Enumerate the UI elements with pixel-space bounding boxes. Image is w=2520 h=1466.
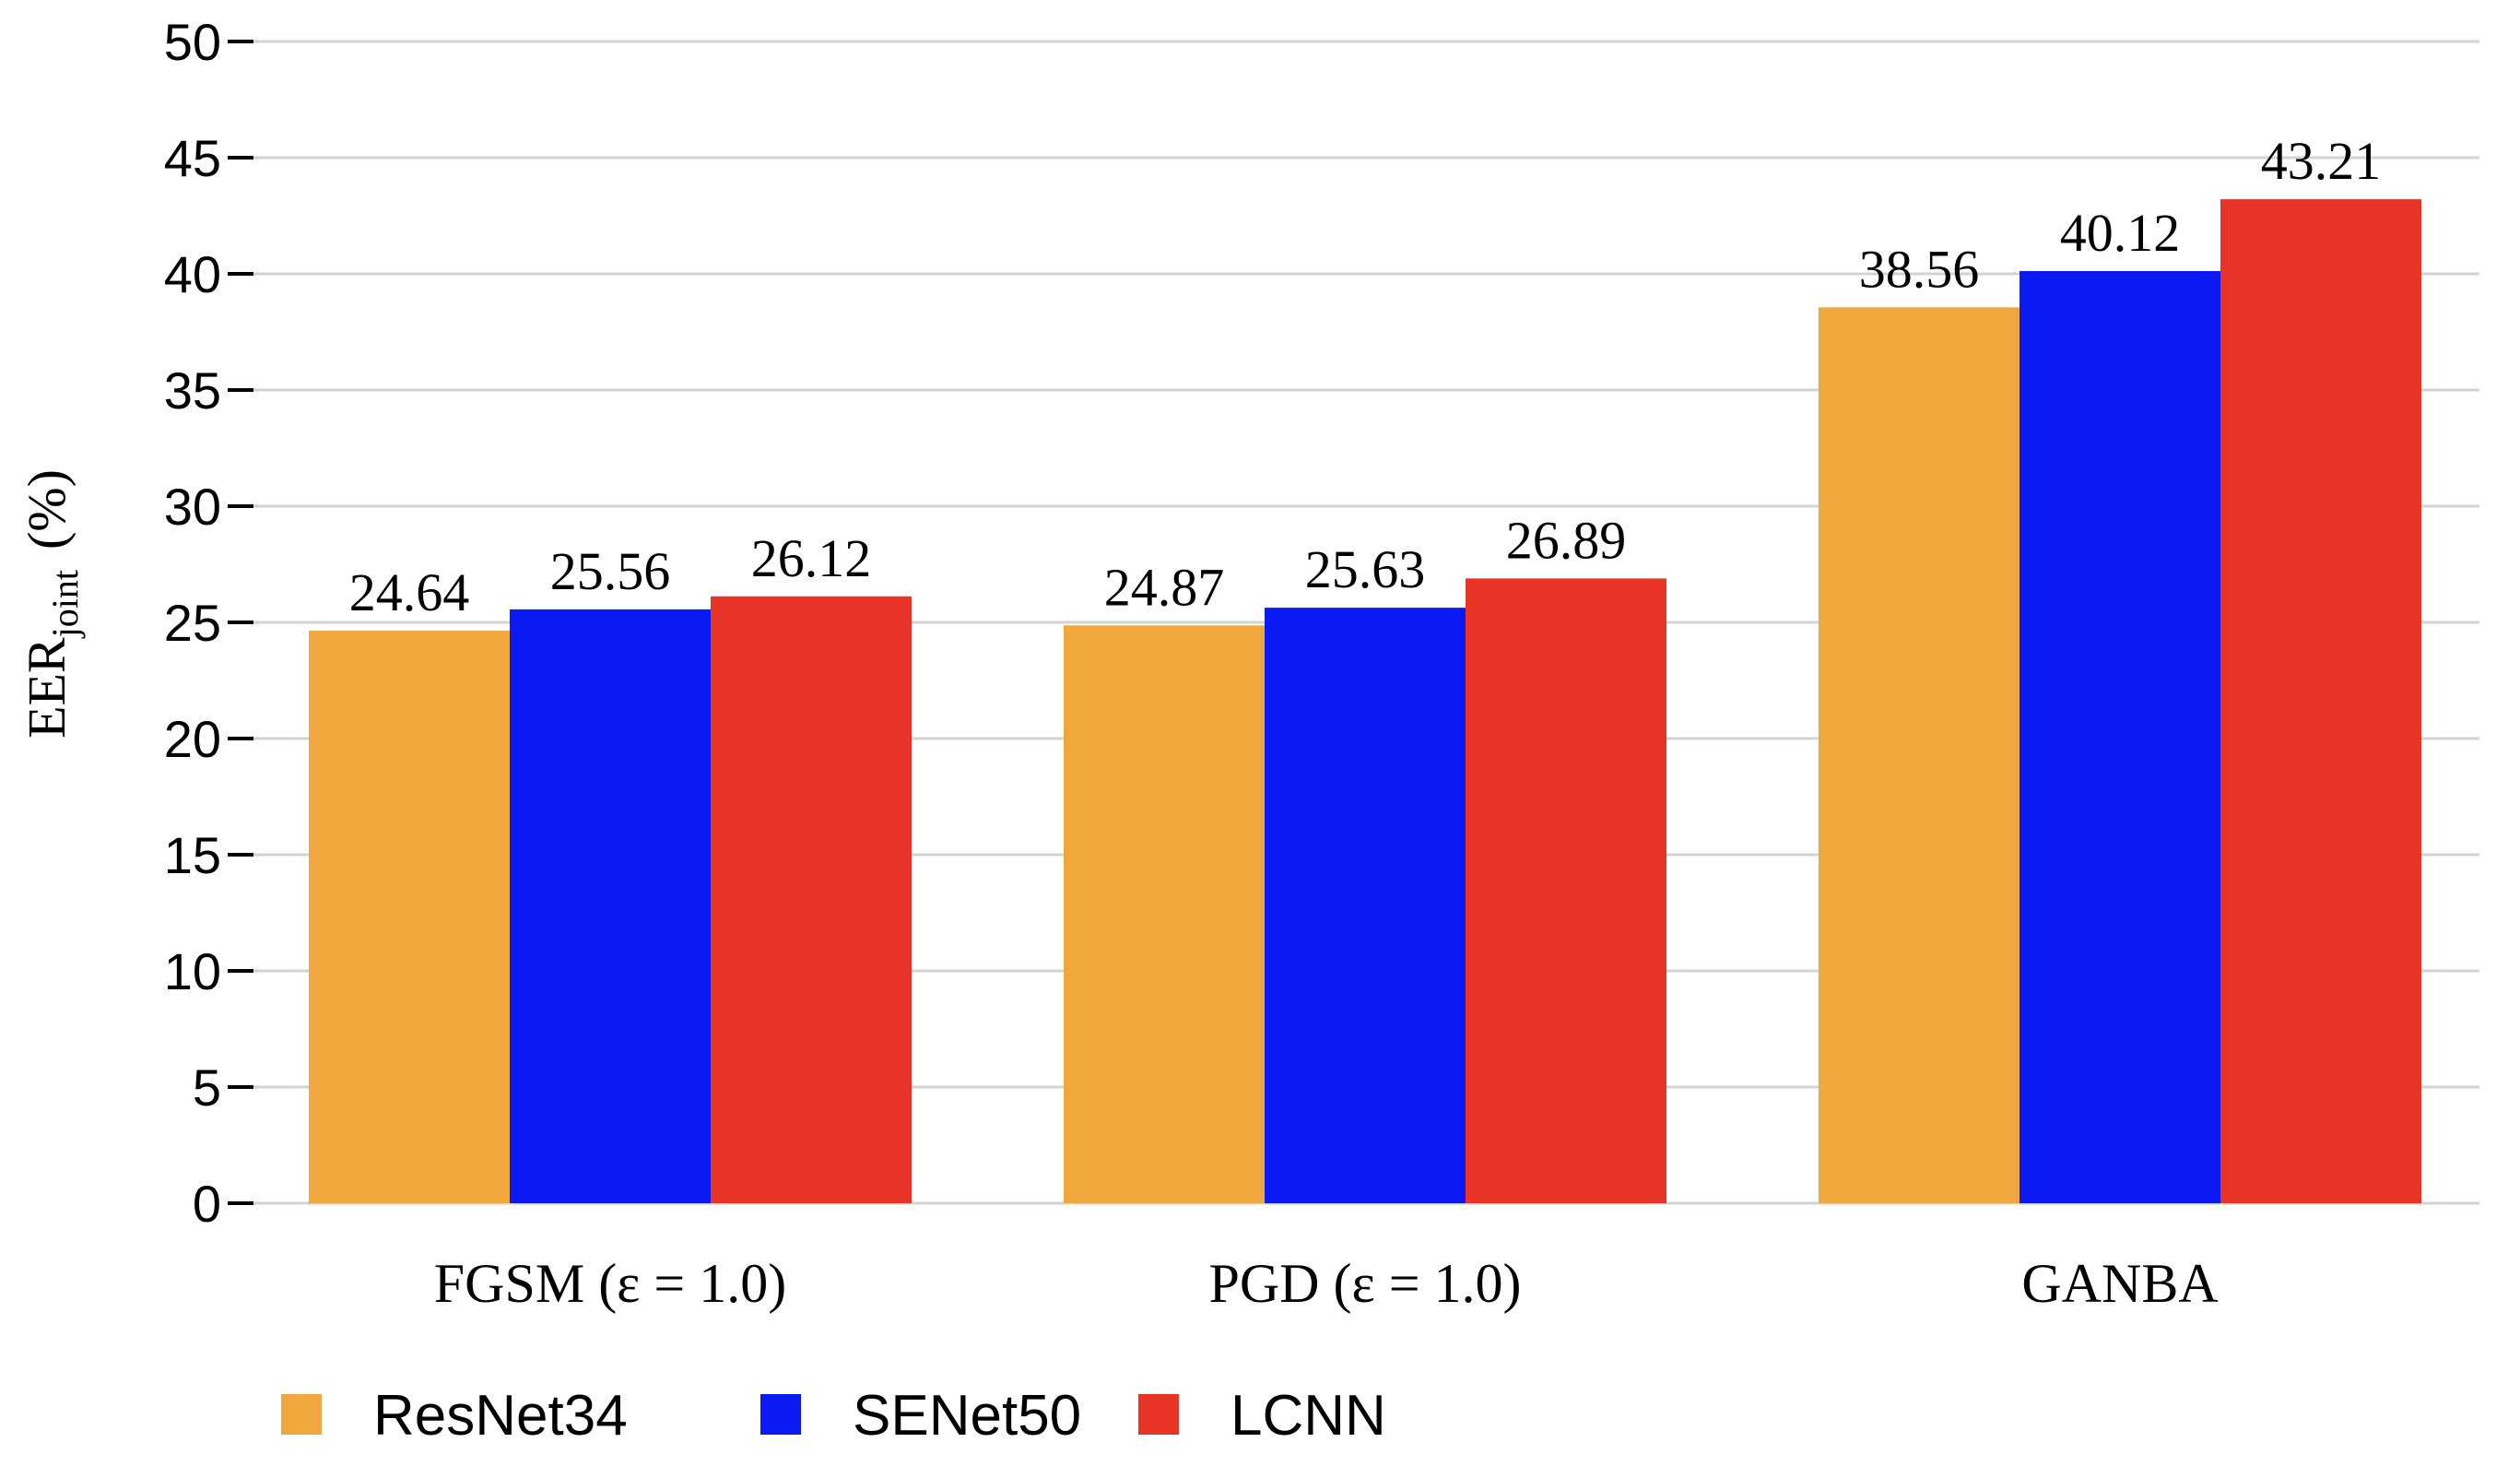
y-tick-label: 10 — [164, 942, 221, 1000]
y-axis-label: EERjoint(%) — [17, 469, 86, 739]
legend-label-resnet34: ResNet34 — [373, 1384, 628, 1448]
x-tick-label: GANBA — [2021, 1253, 2218, 1314]
y-tick-label: 40 — [164, 245, 221, 303]
y-tick-label: 35 — [164, 361, 221, 420]
bar-lcnn-ganba — [2220, 199, 2421, 1203]
legend-swatch-resnet34 — [281, 1394, 322, 1435]
bar-resnet34-fgsm — [309, 631, 510, 1203]
bar-lcnn-fgsm — [711, 596, 912, 1203]
bar-senet50-pgd — [1265, 608, 1466, 1203]
legend-swatch-senet50 — [760, 1394, 801, 1435]
data-label: 26.89 — [1506, 510, 1627, 570]
data-label: 24.87 — [1104, 557, 1225, 617]
data-labels: 24.64 24.87 38.56 25.56 25.63 40.12 26.12 26.89… — [349, 131, 2382, 622]
x-tick-label: FGSM (ε = 1.0) — [434, 1253, 786, 1314]
bar-resnet34-pgd — [1064, 625, 1265, 1203]
data-label: 38.56 — [1859, 239, 1980, 299]
data-label: 25.56 — [550, 541, 671, 601]
y-tick-label: 25 — [164, 594, 221, 652]
bar-senet50-ganba — [2020, 270, 2220, 1203]
data-label: 25.63 — [1305, 539, 1426, 599]
x-axis: FGSM (ε = 1.0) PGD (ε = 1.0) GANBA — [434, 1253, 2219, 1314]
legend-swatch-lcnn — [1138, 1394, 1179, 1435]
y-tick-label: 30 — [164, 478, 221, 536]
legend-label-lcnn: LCNN — [1231, 1384, 1386, 1448]
y-tick-label: 20 — [164, 710, 221, 768]
data-label: 24.64 — [349, 562, 470, 622]
y-axis: 0 5 10 15 20 25 30 35 40 45 50 — [164, 13, 253, 1233]
bar-senet50-fgsm — [510, 609, 711, 1203]
data-label: 43.21 — [2261, 131, 2382, 191]
x-tick-label: PGD (ε = 1.0) — [1208, 1253, 1521, 1314]
data-label: 40.12 — [2060, 203, 2181, 263]
y-tick-label: 0 — [193, 1175, 221, 1233]
y-tick-label: 50 — [164, 13, 221, 71]
y-tick-label: 5 — [193, 1058, 221, 1117]
data-label: 26.12 — [751, 528, 872, 588]
legend: ResNet34 SENet50 LCNN — [281, 1384, 1386, 1448]
legend-label-senet50: SENet50 — [853, 1384, 1081, 1448]
y-tick-label: 15 — [164, 826, 221, 884]
bar-lcnn-pgd — [1466, 578, 1666, 1203]
bar-resnet34-ganba — [1819, 307, 2020, 1204]
y-tick-label: 45 — [164, 129, 221, 187]
bars — [309, 199, 2421, 1204]
